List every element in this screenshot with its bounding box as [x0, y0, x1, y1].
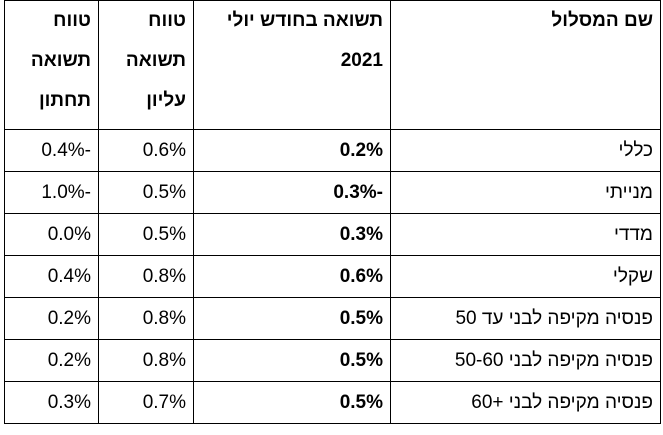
- lower-range: -1.0%: [4, 171, 99, 214]
- header-row: שם המסלול תשואה בחודש יולי 2021 טווח תשואה…: [4, 0, 661, 130]
- monthly-return: 0.5%: [193, 381, 391, 424]
- track-name: פנסיה מקיפה לבני עד 50: [390, 297, 661, 340]
- table-row: שקלי 0.6% 0.8% 0.4%: [4, 255, 661, 298]
- table-body: כללי 0.2% 0.6% -0.4% מנייתי -0.3% 0.5% -1.0% מדד…: [4, 129, 661, 424]
- monthly-return: 0.5%: [193, 297, 391, 340]
- track-name: פנסיה מקיפה לבני +60: [390, 381, 661, 424]
- lower-range: 0.4%: [4, 255, 99, 298]
- lower-range: 0.2%: [4, 297, 99, 340]
- table-row: מדדי 0.3% 0.5% 0.0%: [4, 213, 661, 256]
- upper-range: 0.8%: [98, 255, 194, 298]
- monthly-return: 0.6%: [193, 255, 391, 298]
- lower-range: 0.2%: [4, 339, 99, 382]
- upper-range: 0.8%: [98, 297, 194, 340]
- table-row: פנסיה מקיפה לבני +60 0.5% 0.7% 0.3%: [4, 381, 661, 424]
- table-row: פנסיה מקיפה לבני עד 50 0.5% 0.8% 0.2%: [4, 297, 661, 340]
- upper-range: 0.5%: [98, 213, 194, 256]
- track-name: פנסיה מקיפה לבני 50-60: [390, 339, 661, 382]
- table-row: מנייתי -0.3% 0.5% -1.0%: [4, 171, 661, 214]
- upper-range: 0.6%: [98, 129, 194, 172]
- track-name: מדדי: [390, 213, 661, 256]
- track-name: שקלי: [390, 255, 661, 298]
- track-name: כללי: [390, 129, 661, 172]
- upper-range: 0.5%: [98, 171, 194, 214]
- header-cell: שם המסלול: [390, 0, 661, 130]
- upper-range: 0.8%: [98, 339, 194, 382]
- upper-range: 0.7%: [98, 381, 194, 424]
- header-cell: טווח תשואה עליון: [98, 0, 194, 130]
- table-row: פנסיה מקיפה לבני 50-60 0.5% 0.8% 0.2%: [4, 339, 661, 382]
- lower-range: -0.4%: [4, 129, 99, 172]
- returns-table: שם המסלול תשואה בחודש יולי 2021 טווח תשואה…: [4, 0, 661, 424]
- monthly-return: 0.5%: [193, 339, 391, 382]
- table-row: כללי 0.2% 0.6% -0.4%: [4, 129, 661, 172]
- monthly-return: 0.3%: [193, 213, 391, 256]
- lower-range: 0.0%: [4, 213, 99, 256]
- monthly-return: 0.2%: [193, 129, 391, 172]
- track-name: מנייתי: [390, 171, 661, 214]
- header-cell: תשואה בחודש יולי 2021: [193, 0, 391, 130]
- lower-range: 0.3%: [4, 381, 99, 424]
- monthly-return: -0.3%: [193, 171, 391, 214]
- header-cell: טווח תשואה תחתון: [4, 0, 99, 130]
